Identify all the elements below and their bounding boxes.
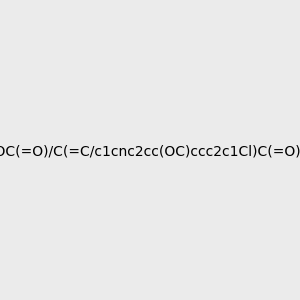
Text: CCOC(=O)/C(=C/c1cnc2cc(OC)ccc2c1Cl)C(=O)OCC: CCOC(=O)/C(=C/c1cnc2cc(OC)ccc2c1Cl)C(=O)… <box>0 145 300 158</box>
